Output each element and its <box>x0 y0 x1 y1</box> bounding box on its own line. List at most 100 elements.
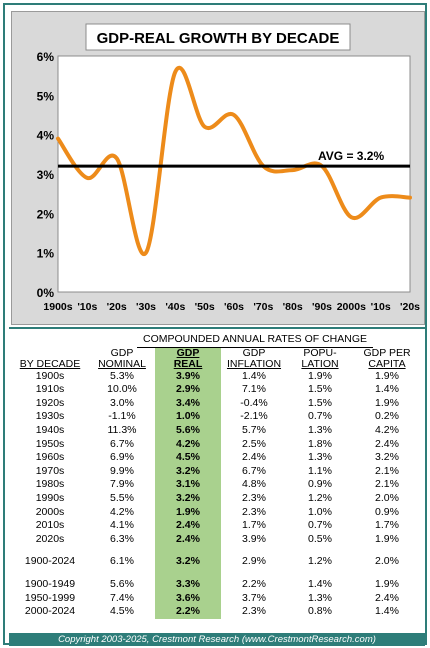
y-tick-label: 5% <box>37 89 55 103</box>
header-gdp-nominal-line1: GDP <box>110 346 134 359</box>
header-population-line1: POPU- <box>303 346 337 359</box>
plot-area <box>57 55 411 293</box>
table-cell: 2.3% <box>242 505 266 518</box>
x-tick-label: '80s <box>283 301 303 313</box>
chart-title-box <box>85 23 351 51</box>
table-cell: 4.5% <box>155 451 221 465</box>
infographic-frame: GDP-REAL GROWTH BY DECADE 0% 1% 2% 3% 4% 5% 6% 1… <box>3 3 427 646</box>
table-cell: 1.5% <box>308 396 332 409</box>
table-cell: 7.4% <box>110 591 134 604</box>
table-cell: 1.2% <box>308 491 332 504</box>
table-cell: 4.1% <box>110 519 134 532</box>
table-cell: 2.4% <box>242 451 266 464</box>
table-cell: 1.5% <box>308 383 332 396</box>
table-cell: 7.9% <box>110 478 134 491</box>
row-label: 1900-1949 <box>24 577 76 590</box>
table-cell: 1.9% <box>155 505 221 520</box>
y-tick-label: 4% <box>37 129 55 143</box>
x-tick-label: '30s <box>136 301 156 313</box>
y-tick-label: 1% <box>37 247 55 261</box>
table-cell: 4.2% <box>110 505 134 518</box>
table-cell: 1.9% <box>375 369 399 382</box>
x-tick-label: 2000s <box>337 301 366 313</box>
table-cell: 1.7% <box>375 519 399 532</box>
table-cell: 5.3% <box>110 369 134 382</box>
x-tick-label: '40s <box>165 301 185 313</box>
table-cell: 2.1% <box>375 464 399 477</box>
row-label: 2000-2024 <box>24 605 76 618</box>
table-cell: 1.7% <box>242 519 266 532</box>
table-cell: 1.9% <box>308 369 332 382</box>
table-cell: 2.4% <box>375 591 399 604</box>
table-cell: 0.5% <box>308 532 332 545</box>
table-cell: 3.2% <box>155 555 221 569</box>
table-cell: 2.3% <box>242 491 266 504</box>
table-cell: 1.4% <box>375 383 399 396</box>
table-row: 2020s 6.3% 2.4% 3.9% 0.5% 1.9% <box>11 532 421 547</box>
table-cell: 0.9% <box>375 505 399 518</box>
header-gdp-real-line1: GDP <box>155 347 221 359</box>
header-gdp-inflation-line2: INFLATION <box>226 357 282 370</box>
table-cell: 0.7% <box>308 519 332 532</box>
table-cell: 0.9% <box>308 478 332 491</box>
table-cell: 7.1% <box>242 383 266 396</box>
row-label: 2020s <box>35 532 65 545</box>
table-cell: 1.3% <box>308 591 332 604</box>
row-label: 1900s <box>35 369 65 382</box>
table-cell: 6.9% <box>110 451 134 464</box>
rates-table: COMPOUNDED ANNUAL RATES OF CHANGE GDP GD… <box>11 333 421 619</box>
table-cell: 0.8% <box>308 605 332 618</box>
table-cell: 4.8% <box>242 478 266 491</box>
table-cell: 1.8% <box>308 437 332 450</box>
table-cell: 3.6% <box>155 591 221 606</box>
table-cell: 1.1% <box>308 464 332 477</box>
table-cell: 10.0% <box>107 383 137 396</box>
gdp-real-growth-chart: GDP-REAL GROWTH BY DECADE 0% 1% 2% 3% 4% 5% 6% 1… <box>37 23 420 313</box>
row-label: 1930s <box>35 410 65 423</box>
table-cell: 4.2% <box>375 423 399 436</box>
table-row: 1960s 6.9% 4.5% 2.4% 1.3% 3.2% <box>11 451 421 465</box>
table-cell: 1.9% <box>375 532 399 545</box>
table-cell: 2.4% <box>155 519 221 533</box>
table-cell: 1.3% <box>308 451 332 464</box>
full-period-rows: 1900-2024 6.1% 3.2% 2.9% 1.2% 2.0% <box>11 555 421 569</box>
table-row: 1940s 11.3% 5.6% 5.7% 1.3% 4.2% <box>11 423 421 438</box>
table-cell: 2.9% <box>155 383 221 397</box>
table-row: 2000s 4.2% 1.9% 2.3% 1.0% 0.9% <box>11 505 421 520</box>
table-row: 1900-2024 6.1% 3.2% 2.9% 1.2% 2.0% <box>11 555 421 569</box>
y-tick-label: 3% <box>37 168 55 182</box>
table-row: 1910s 10.0% 2.9% 7.1% 1.5% 1.4% <box>11 383 421 397</box>
table-row: 1900s 5.3% 3.9% 1.4% 1.9% 1.9% <box>11 369 421 384</box>
table-cell: 3.2% <box>155 491 221 506</box>
row-label: 1950s <box>35 437 65 450</box>
table-cell: 1.9% <box>375 396 399 409</box>
table-cell: 3.1% <box>155 478 221 492</box>
header-gdp-real-line2: REAL <box>155 358 221 370</box>
half-century-rows: 1900-1949 5.6% 3.3% 2.2% 1.4% 1.9% 1950-1999 7.… <box>11 577 421 619</box>
table-cell: 3.4% <box>155 396 221 411</box>
header-gdp-inflation-line1: GDP <box>242 346 266 359</box>
row-label: 1910s <box>35 383 65 396</box>
table-cell: 2.4% <box>155 532 221 547</box>
x-tick-label: '10s <box>77 301 97 313</box>
row-label: 1950-1999 <box>24 591 76 604</box>
header-gdp-nominal-line2: NOMINAL <box>98 357 146 370</box>
table-row: 1990s 5.5% 3.2% 2.3% 1.2% 2.0% <box>11 491 421 506</box>
decade-rows: 1900s 5.3% 3.9% 1.4% 1.9% 1.9% 1910s 10.0% 2.9% 7… <box>11 369 421 547</box>
table-cell: 5.5% <box>110 491 134 504</box>
table-cell: 0.7% <box>308 410 332 423</box>
table-row: 1920s 3.0% 3.4% -0.4% 1.5% 1.9% <box>11 396 421 411</box>
header-row-2: BY DECADE NOMINAL REAL INFLATION LATION … <box>11 357 421 370</box>
header-row-1: GDP GDP GDP POPU- GDP PER <box>11 346 421 359</box>
table-cell: 1.0% <box>155 410 221 424</box>
table-cell: 3.2% <box>375 451 399 464</box>
section-divider <box>9 327 425 329</box>
table-cell: 2.2% <box>242 577 266 590</box>
y-tick-label: 2% <box>37 207 55 221</box>
table-cell: 2.4% <box>375 437 399 450</box>
table-cell: 3.2% <box>155 464 221 479</box>
row-label: 1970s <box>35 464 65 477</box>
table-cell: -0.4% <box>240 396 268 409</box>
header-population-line2: LATION <box>301 357 339 370</box>
spacer-row <box>11 568 421 578</box>
